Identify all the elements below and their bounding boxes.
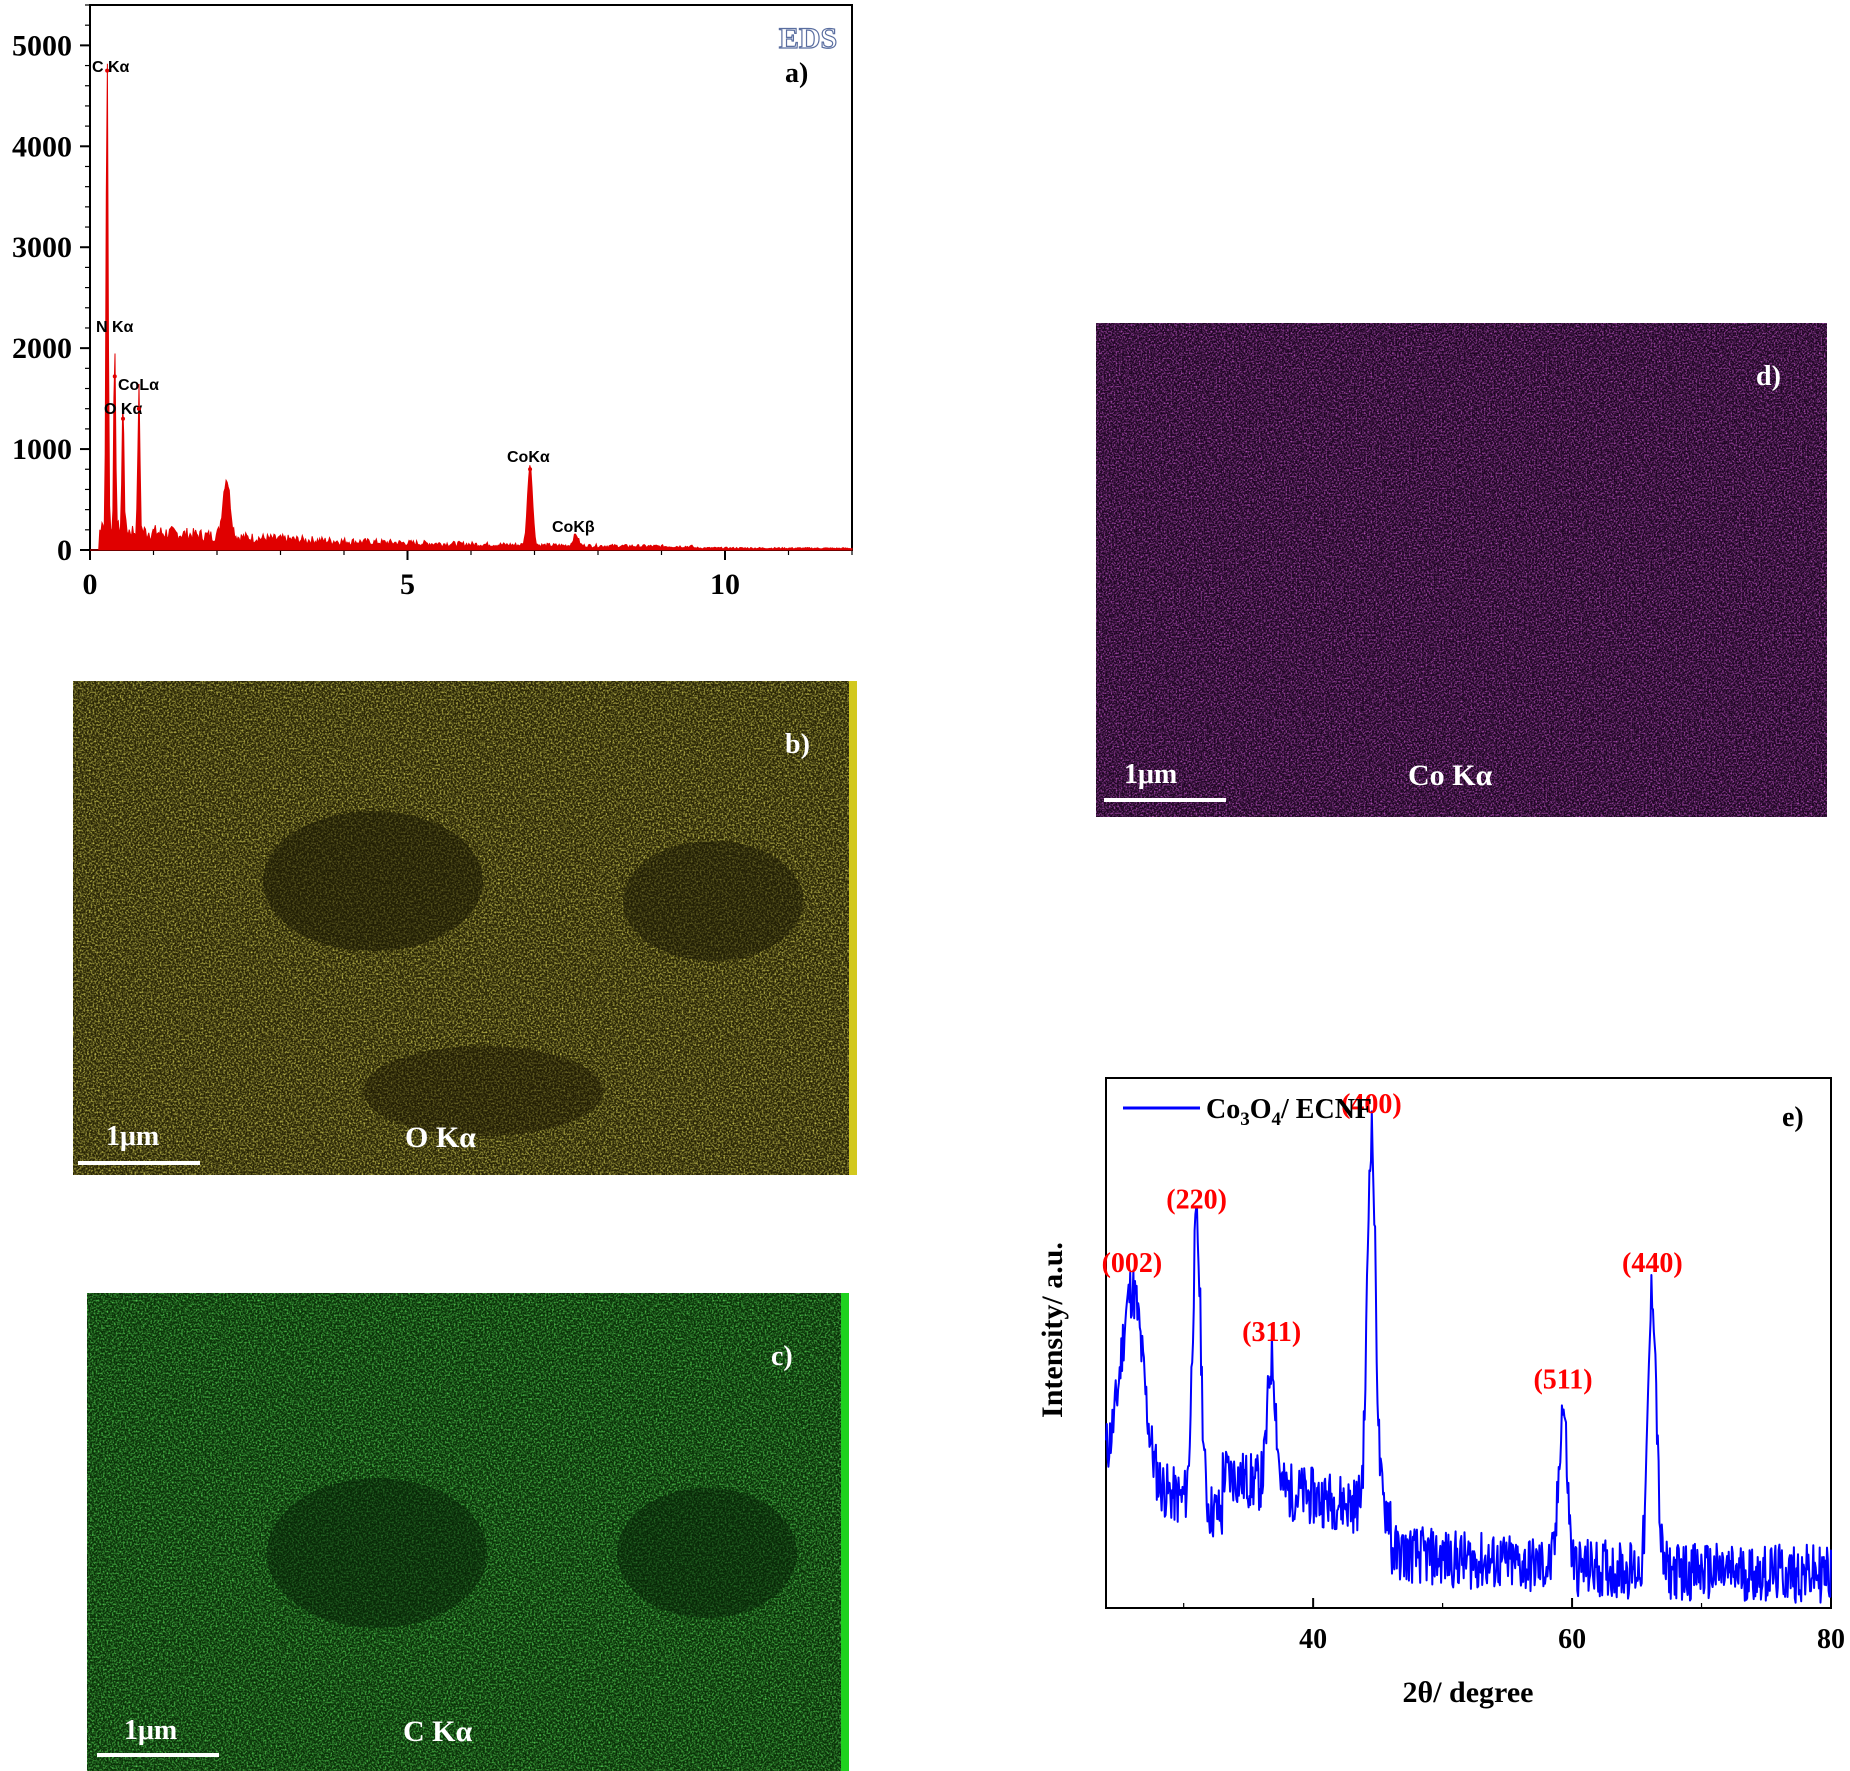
eds-peak-label: CoKα [507,449,550,466]
xrd-peak-label: (400) [1341,1089,1402,1120]
xrd-peak-label: (220) [1166,1184,1227,1215]
xrd-legend-label: Co3O4/ ECNF [1206,1094,1372,1130]
carbon-scale-label: 1μm [124,1715,178,1746]
xrd-peak-label: (002) [1102,1248,1163,1279]
eds-peak-label: C Kα [92,59,130,76]
eds-peak-point [528,467,533,472]
xrd-x-tick-label: 40 [1299,1624,1327,1655]
oxygen-map-texture [73,681,857,1175]
xrd-x-axis-label: 2θ/ degree [1403,1676,1534,1709]
carbon-eds-map: c) 1μm C Kα [87,1293,849,1771]
oxygen-eds-map: b) 1μm O Kα [73,681,857,1175]
panel-letter-a: a) [785,58,808,89]
panel-letter-e: e) [1782,1102,1804,1133]
eds-peak-label: O Kα [104,401,142,418]
eds-plot-frame [89,4,853,551]
eds-y-tick-label: 3000 [12,231,72,264]
cobalt-scale-bar [1104,798,1226,802]
xrd-plot-frame [1105,1077,1832,1609]
panel-letter-c: c) [771,1341,793,1372]
eds-peak-point [136,406,141,411]
cobalt-eds-map: d) 1μm Co Kα [1096,323,1827,817]
carbon-map-texture [87,1293,849,1771]
panel-letter-d: d) [1756,361,1781,392]
eds-badge: EDS [779,22,837,55]
eds-y-tick-label: 4000 [12,130,72,163]
eds-y-tick-label: 1000 [12,433,72,466]
eds-y-tick-label: 5000 [12,29,72,62]
eds-peak-point [224,489,229,494]
oxygen-scale-label: 1μm [106,1121,160,1152]
eds-x-tick-label: 5 [400,568,415,601]
xrd-peak-label: (511) [1533,1365,1592,1396]
xrd-peak-label: (440) [1622,1248,1683,1279]
xrd-y-axis-label: Intensity/ a.u. [1036,1242,1069,1418]
eds-peak-label: N Kα [96,319,134,336]
eds-y-tick-label: 0 [57,534,72,567]
oxygen-element-label: O Kα [405,1121,476,1154]
eds-peak-point [573,536,578,541]
panel-letter-b: b) [785,729,810,760]
carbon-scale-bar [97,1753,219,1757]
xrd-trace-line [1105,1110,1832,1604]
eds-peak-label: CoLα [118,377,159,394]
xrd-x-tick-label: 60 [1558,1624,1586,1655]
carbon-element-label: C Kα [403,1715,473,1748]
xrd-x-tick-label: 80 [1817,1624,1845,1655]
eds-peak-point [112,374,117,379]
oxygen-scale-bar [78,1161,200,1165]
xrd-peak-label: (311) [1242,1317,1301,1348]
eds-peak-point [121,416,126,421]
eds-spectrum-area [90,63,853,551]
eds-peak-point [105,68,110,73]
eds-spectrum-chart: 0 1000 2000 3000 4000 5000 0 5 10 C Kα N Kα O Kα C… [12,4,853,601]
cobalt-element-label: Co Kα [1408,759,1493,792]
eds-peak-label: CoKβ [552,519,595,536]
eds-y-tick-label: 2000 [12,332,72,365]
cobalt-map-texture [1096,323,1827,817]
eds-x-tick-label: 0 [83,568,98,601]
cobalt-scale-label: 1μm [1124,759,1178,790]
eds-x-tick-label: 10 [710,568,740,601]
